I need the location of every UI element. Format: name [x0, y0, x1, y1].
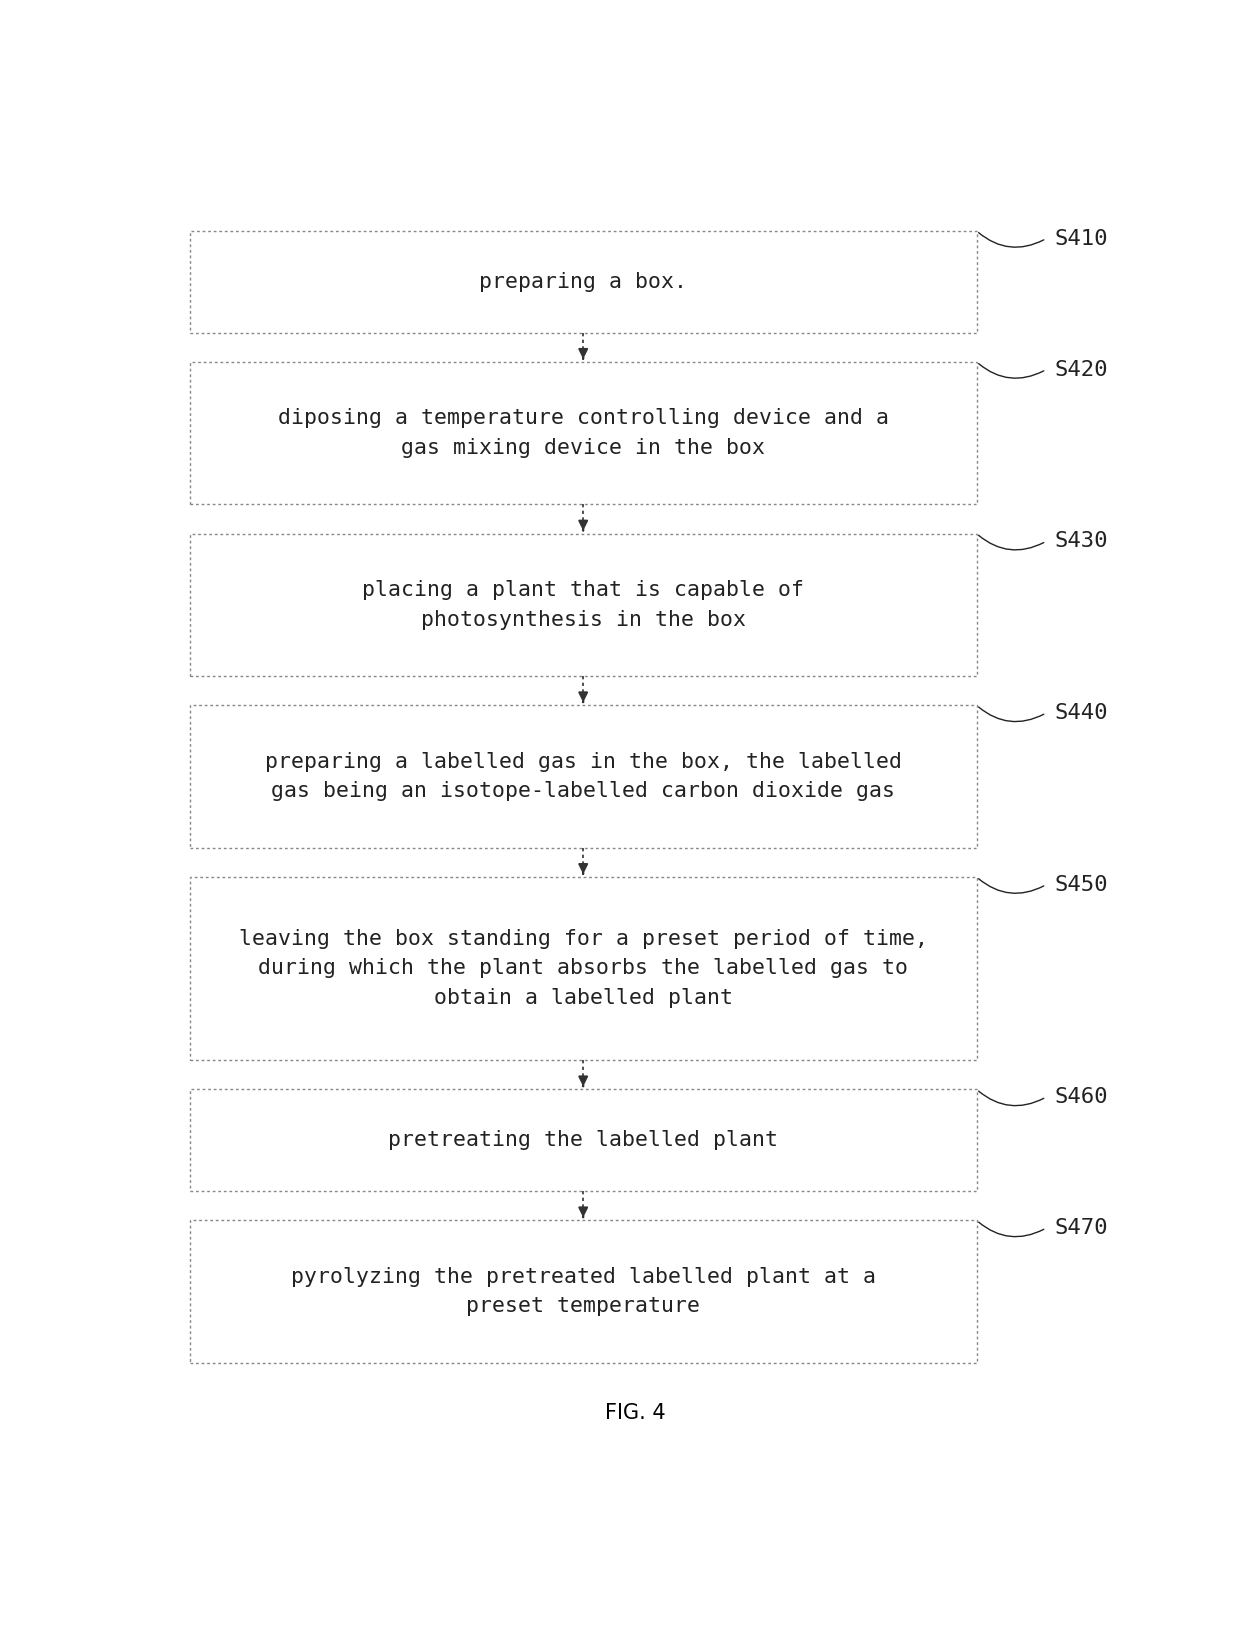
- Text: S460: S460: [1054, 1087, 1107, 1107]
- Text: preparing a box.: preparing a box.: [479, 271, 687, 291]
- Text: S470: S470: [1054, 1218, 1107, 1238]
- Bar: [190, 876, 977, 1059]
- Bar: [190, 361, 977, 504]
- Text: pretreating the labelled plant: pretreating the labelled plant: [388, 1130, 779, 1149]
- Text: diposing a temperature controlling device and a
gas mixing device in the box: diposing a temperature controlling devic…: [278, 409, 889, 458]
- Bar: [190, 533, 977, 675]
- Text: placing a plant that is capable of
photosynthesis in the box: placing a plant that is capable of photo…: [362, 580, 805, 629]
- Text: FIG. 4: FIG. 4: [605, 1403, 666, 1422]
- Text: S450: S450: [1054, 875, 1107, 894]
- Text: S410: S410: [1054, 229, 1107, 249]
- Bar: [190, 705, 977, 847]
- Bar: [190, 231, 977, 332]
- Text: leaving the box standing for a preset period of time,
during which the plant abs: leaving the box standing for a preset pe…: [238, 929, 928, 1009]
- Text: preparing a labelled gas in the box, the labelled
gas being an isotope-labelled : preparing a labelled gas in the box, the…: [264, 752, 901, 801]
- Text: S440: S440: [1054, 703, 1107, 723]
- Bar: [190, 1089, 977, 1190]
- Text: S420: S420: [1054, 360, 1107, 379]
- Text: pyrolyzing the pretreated labelled plant at a
preset temperature: pyrolyzing the pretreated labelled plant…: [290, 1267, 875, 1316]
- Bar: [190, 1220, 977, 1362]
- Text: S430: S430: [1054, 531, 1107, 551]
